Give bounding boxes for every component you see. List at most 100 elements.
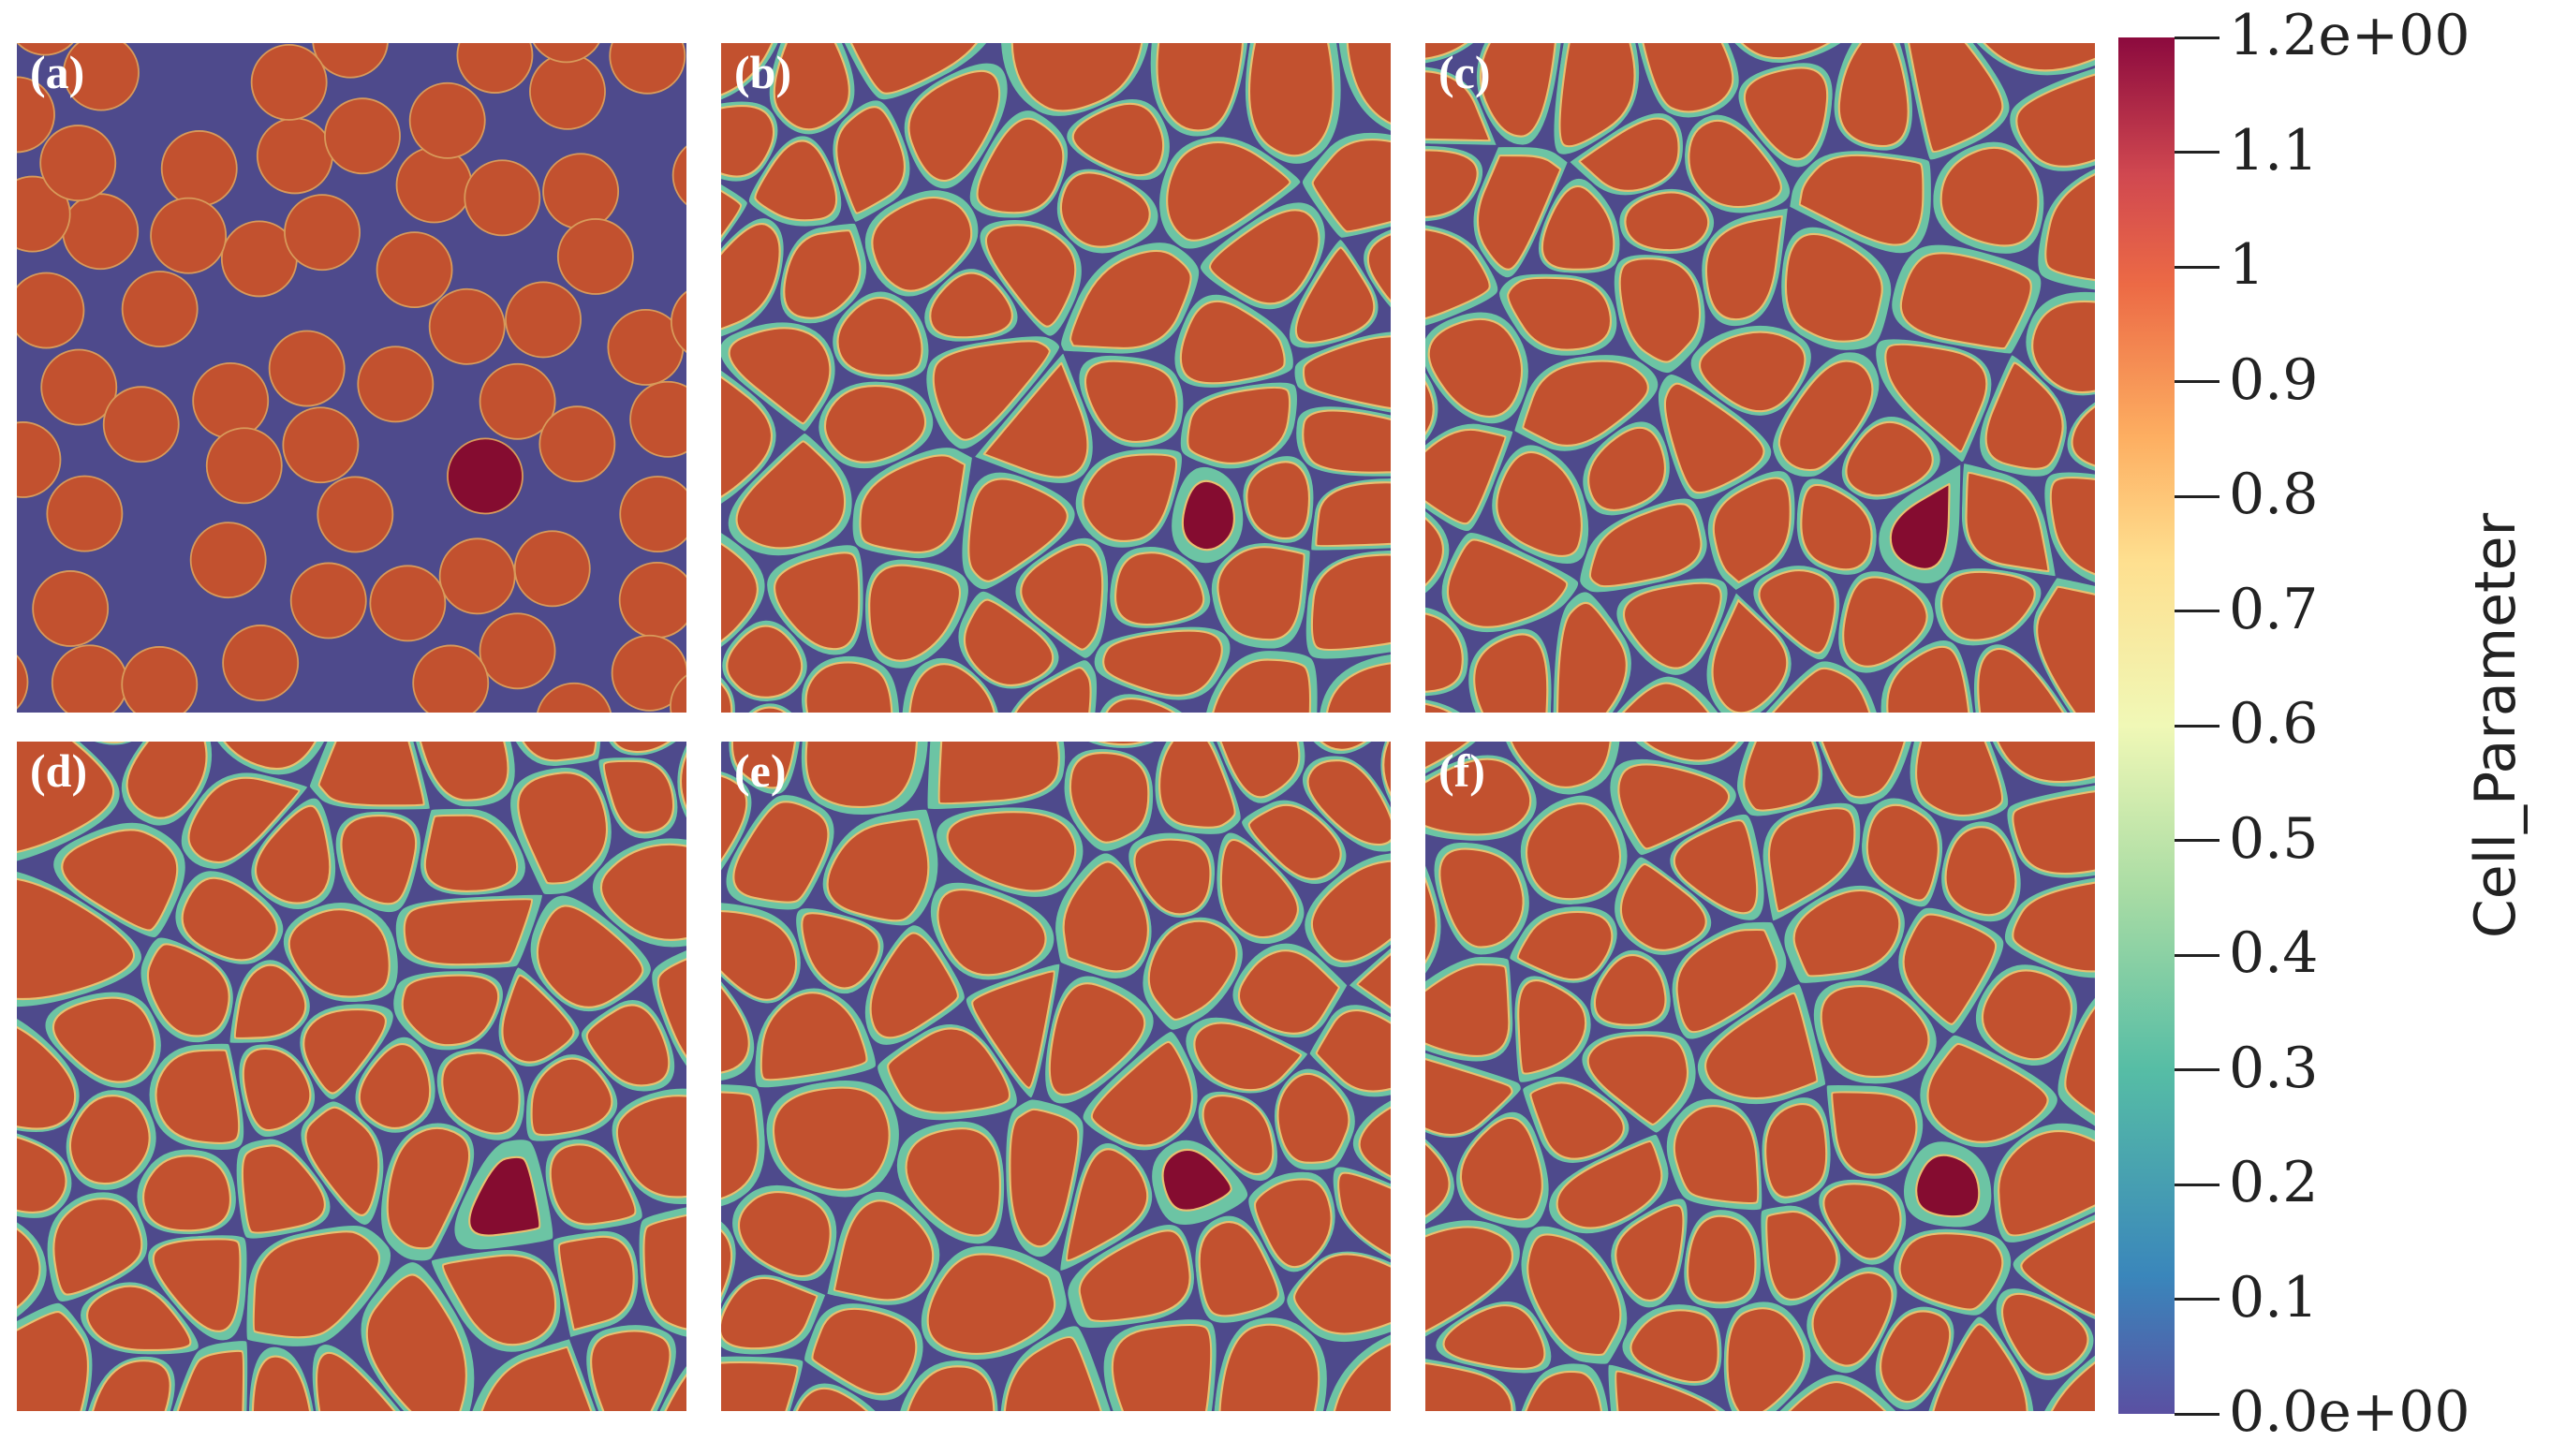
panel-e-image (721, 742, 1391, 1411)
cell (732, 801, 830, 904)
cell (52, 1198, 143, 1296)
cell (17, 421, 62, 498)
cell (52, 996, 156, 1083)
cell (721, 910, 798, 1001)
cell (1479, 43, 1556, 138)
cell (1247, 43, 1335, 157)
cell (721, 375, 774, 498)
cell (783, 229, 862, 319)
cell (192, 362, 270, 439)
panel-label: (a) (30, 46, 85, 98)
cell (726, 625, 804, 699)
cell (1066, 1148, 1149, 1262)
special-cell (1915, 1154, 1981, 1218)
cell (17, 1228, 41, 1309)
cell (268, 330, 346, 407)
cell (907, 1365, 995, 1411)
cell (1425, 612, 1464, 693)
cell (1082, 453, 1178, 543)
cell (1166, 140, 1291, 242)
cell (1425, 149, 1479, 218)
panel-c: (c) (1425, 43, 2095, 713)
cell (1294, 246, 1376, 344)
cell (1310, 553, 1391, 652)
cell (152, 1238, 242, 1332)
cell (1743, 742, 1821, 812)
cell (233, 963, 307, 1039)
cell (17, 43, 74, 56)
colorbar-tick (2175, 1412, 2219, 1416)
cell (1459, 1116, 1543, 1221)
cell (619, 476, 686, 552)
cell (1624, 191, 1710, 252)
cell (86, 1285, 192, 1352)
cell (1212, 658, 1312, 713)
cell (737, 1191, 832, 1277)
cell (984, 224, 1077, 328)
colorbar-tick (2175, 1298, 2219, 1301)
cell (1425, 517, 1444, 587)
cell (1615, 1204, 1685, 1302)
cell (2049, 476, 2095, 576)
cell (1302, 335, 1391, 410)
cell (1899, 252, 2032, 350)
cell (1621, 682, 1710, 713)
colorbar-tick-label: 0.9 (2229, 346, 2319, 413)
cell (1496, 450, 1583, 557)
cell (1425, 757, 1532, 836)
cell (480, 1346, 593, 1411)
cell (937, 742, 1060, 805)
panel-a: (a) (17, 43, 686, 713)
cell (773, 552, 861, 651)
cell (804, 742, 919, 808)
cell (1218, 1323, 1320, 1411)
cell (1187, 386, 1291, 465)
cell (302, 1007, 387, 1095)
colorbar-tick (2175, 1068, 2219, 1071)
cell (150, 197, 228, 274)
cell (609, 43, 686, 95)
panel-c-image (1425, 43, 2095, 713)
cell (773, 43, 850, 131)
cell (1617, 763, 1731, 850)
cell (721, 1360, 799, 1411)
cell (17, 76, 55, 154)
colorbar-tick-label: 0.8 (2229, 462, 2319, 527)
cell (590, 1330, 671, 1411)
cell (615, 1095, 686, 1199)
cell (1578, 117, 1680, 192)
cell (1310, 860, 1391, 963)
cell (1114, 552, 1205, 626)
cell (2020, 1220, 2095, 1316)
cell (1984, 361, 2064, 470)
cell (1556, 601, 1628, 713)
cell (759, 992, 868, 1081)
cell (1525, 1370, 1603, 1411)
cell (181, 876, 278, 962)
cell (1777, 360, 1874, 472)
cell (312, 43, 389, 79)
cell (1788, 1380, 1887, 1411)
special-cell (1161, 1148, 1232, 1212)
cell (1526, 1233, 1622, 1357)
cell (1541, 185, 1615, 271)
cell (1944, 826, 2017, 917)
colorbar-tick-label: 1 (2229, 232, 2265, 298)
cell (1765, 1210, 1838, 1302)
cell (401, 974, 500, 1047)
cell (1884, 343, 1988, 453)
panel-label: (e) (734, 744, 787, 797)
cell (121, 646, 199, 713)
cell (1939, 146, 2040, 247)
special-cell (1181, 479, 1235, 552)
cell (1003, 1336, 1102, 1411)
cell (1879, 1310, 1952, 1404)
cell (1319, 742, 1367, 751)
cell (599, 843, 686, 941)
cell (92, 1360, 171, 1411)
cell (1237, 949, 1340, 1035)
cell (795, 1387, 869, 1411)
cell (1800, 483, 1873, 571)
cell (1425, 1057, 1513, 1137)
cell (1425, 228, 1491, 320)
